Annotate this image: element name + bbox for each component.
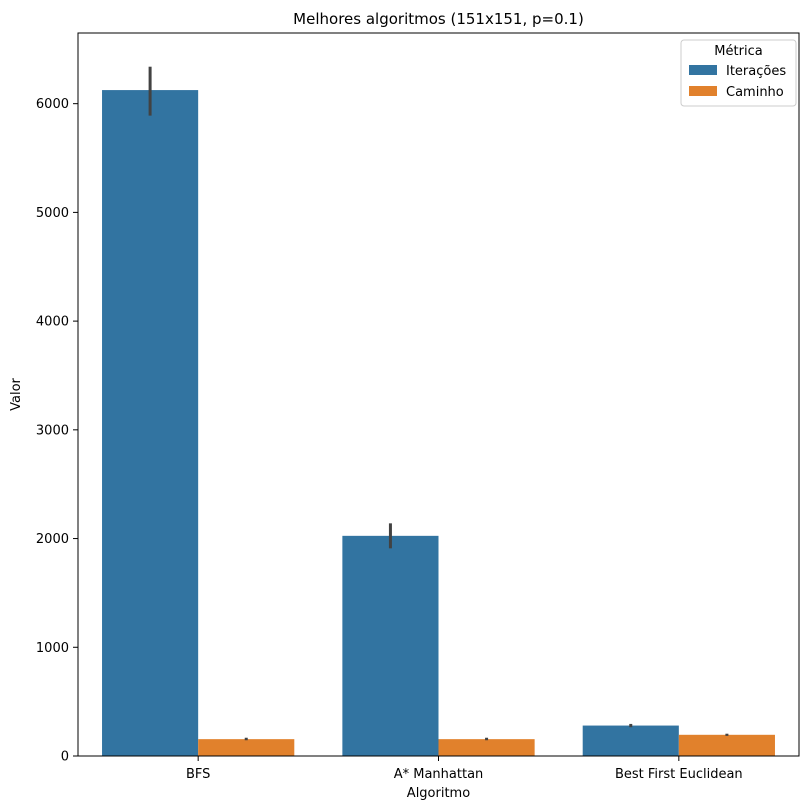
y-axis-title: Valor — [9, 377, 24, 410]
y-tick-label-5: 5000 — [36, 206, 69, 221]
legend-title: Métrica — [714, 44, 762, 59]
y-tick-label-2: 2000 — [36, 532, 69, 547]
x-axis: BFS A* Manhattan Best First Euclidean — [186, 756, 743, 782]
x-tick-label-2: Best First Euclidean — [615, 767, 743, 782]
errorbars-group — [148, 66, 729, 741]
x-tick-label-1: A* Manhattan — [394, 767, 484, 782]
y-axis: 0 1000 2000 3000 4000 5000 6000 — [36, 97, 78, 765]
y-tick-label-1: 1000 — [36, 641, 69, 656]
legend-swatch-1 — [689, 86, 717, 96]
x-tick-label-0: BFS — [186, 767, 210, 782]
x-axis-title: Algoritmo — [407, 786, 470, 801]
y-tick-label-3: 3000 — [36, 423, 69, 438]
chart-title: Melhores algoritmos (151x151, p=0.1) — [293, 10, 584, 28]
legend-label-0: Iterações — [726, 64, 786, 79]
y-tick-label-0: 0 — [61, 750, 69, 765]
y-tick-label-4: 4000 — [36, 315, 69, 330]
bar-0-0 — [102, 90, 199, 756]
bars-group — [102, 90, 775, 756]
bar-1-2 — [678, 734, 775, 756]
bar-1-0 — [198, 739, 295, 756]
bar-1-1 — [438, 739, 535, 756]
legend: Métrica Iterações Caminho — [680, 39, 797, 107]
legend-items: Iterações Caminho — [689, 64, 786, 100]
legend-swatch-0 — [689, 65, 717, 75]
legend-label-1: Caminho — [726, 85, 784, 100]
bar-0-1 — [342, 535, 439, 756]
bar-0-2 — [582, 725, 679, 756]
y-tick-label-6: 6000 — [36, 97, 69, 112]
